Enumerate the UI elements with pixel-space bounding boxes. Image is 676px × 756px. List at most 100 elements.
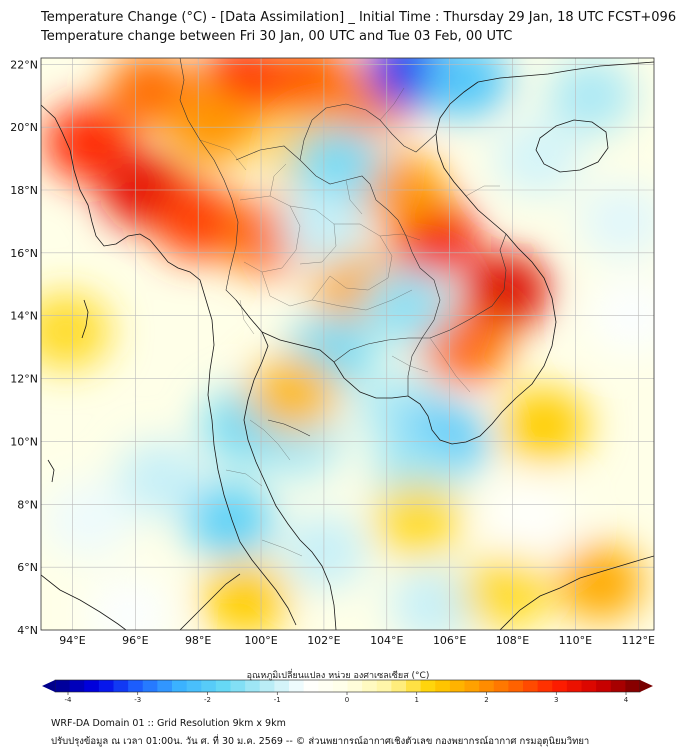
anomaly-blob: [201, 560, 290, 630]
colorbar-cell: [508, 680, 524, 692]
lon-tick-label: 94°E: [59, 634, 85, 647]
colorbar-cell: [406, 680, 422, 692]
colorbar-cell: [537, 680, 553, 692]
colorbar-cell: [318, 680, 334, 692]
lat-tick-label: 22°N: [10, 58, 38, 71]
colorbar-cell: [69, 680, 85, 692]
update-credit: ปรับปรุงข้อมูล ณ เวลา 01:00น. วัน ศ. ที่…: [51, 736, 590, 747]
lon-tick-label: 96°E: [122, 634, 148, 647]
anomaly-blob: [578, 183, 654, 260]
anomaly-blob: [185, 482, 274, 558]
colorbar-cell: [172, 680, 188, 692]
colorbar-cell: [464, 680, 480, 692]
lat-tick-label: 20°N: [10, 121, 38, 134]
map-title: Temperature Change (°C) - [Data Assimila…: [41, 10, 676, 25]
lat-tick-label: 16°N: [10, 247, 38, 260]
plot-frame: [40, 57, 655, 631]
map-subtitle: Temperature change between Fri 30 Jan, 0…: [41, 29, 513, 44]
anomaly-blob: [44, 104, 133, 181]
colorbar-cell: [566, 680, 582, 692]
colorbar-tick-label: 3: [554, 696, 558, 704]
colorbar-tick-label: 1: [415, 696, 419, 704]
province-borders: [199, 87, 500, 557]
anomaly-field: [41, 58, 654, 630]
colorbar-cell: [391, 680, 407, 692]
colorbar-cell: [332, 680, 348, 692]
anomaly-blob: [421, 309, 510, 386]
colorbar-cell: [98, 680, 114, 692]
colorbar-tick-label: -1: [274, 696, 281, 704]
colorbar-tick-label: -3: [134, 696, 141, 704]
colorbar-cell: [493, 680, 509, 692]
country-borders: [179, 58, 507, 437]
colorbar-tick-label: -2: [204, 696, 211, 704]
lat-tick-label: 6°N: [17, 561, 38, 574]
anomaly-blob: [556, 544, 645, 621]
colorbar-cell: [479, 680, 495, 692]
anomaly-blob: [374, 482, 463, 558]
colorbar-cell: [113, 680, 129, 692]
colorbar-cell: [259, 680, 275, 692]
colorbar-min-arrow: [42, 680, 55, 692]
anomaly-blob: [499, 387, 588, 464]
lat-tick-label: 8°N: [17, 498, 38, 511]
colorbar-cell: [376, 680, 392, 692]
lat-tick-label: 18°N: [10, 184, 38, 197]
lat-tick-label: 14°N: [10, 310, 38, 323]
latitude-labels: 22°N 20°N 18°N 16°N 14°N 12°N 10°N 8°N 6°N 4°N: [10, 58, 38, 637]
anomaly-blob: [493, 120, 582, 197]
lon-tick-label: 106°E: [433, 634, 466, 647]
colorbar-tick-label: 2: [484, 696, 488, 704]
colorbar-max-arrow: [640, 680, 653, 692]
colorbar-cell: [581, 680, 597, 692]
colorbar-cell: [128, 680, 144, 692]
colorbar-tick-label: -4: [65, 696, 73, 704]
lon-tick-label: 112°E: [622, 634, 655, 647]
colorbar-cell: [55, 680, 71, 692]
lon-tick-label: 98°E: [185, 634, 211, 647]
colorbar-cell: [289, 680, 305, 692]
anomaly-blob: [116, 441, 205, 518]
colorbar-cell: [625, 680, 641, 692]
colorbar-cell: [215, 680, 231, 692]
colorbar-cell: [449, 680, 465, 692]
colorbar-cell: [435, 680, 451, 692]
colorbar-cell: [523, 680, 539, 692]
colorbar-cell: [610, 680, 626, 692]
colorbar-cell: [157, 680, 173, 692]
colorbar-tick-label: 4: [624, 696, 629, 704]
anomaly-blob: [547, 58, 636, 134]
lat-tick-label: 4°N: [17, 624, 38, 637]
colorbar-cell: [303, 680, 319, 692]
anomaly-blob: [389, 566, 478, 630]
anomaly-blob: [292, 126, 381, 203]
lat-tick-label: 10°N: [10, 435, 38, 448]
colorbar: -4 -3 -2 -1 0 1 2 3 4: [42, 679, 653, 704]
anomaly-blob: [248, 356, 337, 433]
colorbar-cell: [362, 680, 378, 692]
anomaly-blob: [421, 58, 510, 118]
colorbar-title: อุณหภูมิเปลี่ยนแปลง หน่วย องศาเซลเซียส (…: [246, 671, 430, 681]
colorbar-cell: [84, 680, 100, 692]
anomaly-blob: [484, 482, 573, 558]
lon-tick-label: 110°E: [559, 634, 592, 647]
lon-tick-label: 108°E: [496, 634, 529, 647]
anomaly-blob: [462, 554, 551, 630]
model-info: WRF-DA Domain 01 :: Grid Resolution 9km …: [51, 718, 286, 729]
colorbar-cell: [230, 680, 246, 692]
anomaly-blob: [44, 482, 133, 558]
lon-tick-label: 104°E: [370, 634, 403, 647]
colorbar-tick-label: 0: [345, 696, 349, 704]
lon-tick-label: 100°E: [244, 634, 277, 647]
colorbar-cell: [347, 680, 363, 692]
colorbar-cell: [420, 680, 436, 692]
lon-tick-label: 102°E: [307, 634, 340, 647]
colorbar-cell: [552, 680, 568, 692]
longitude-labels: 94°E 96°E 98°E 100°E 102°E 104°E 106°E 108°E 110…: [59, 634, 655, 647]
anomaly-blob: [462, 252, 551, 329]
lat-tick-label: 12°N: [10, 373, 38, 386]
colorbar-cell: [274, 680, 290, 692]
coastlines: [41, 61, 654, 630]
colorbar-cell: [142, 680, 158, 692]
